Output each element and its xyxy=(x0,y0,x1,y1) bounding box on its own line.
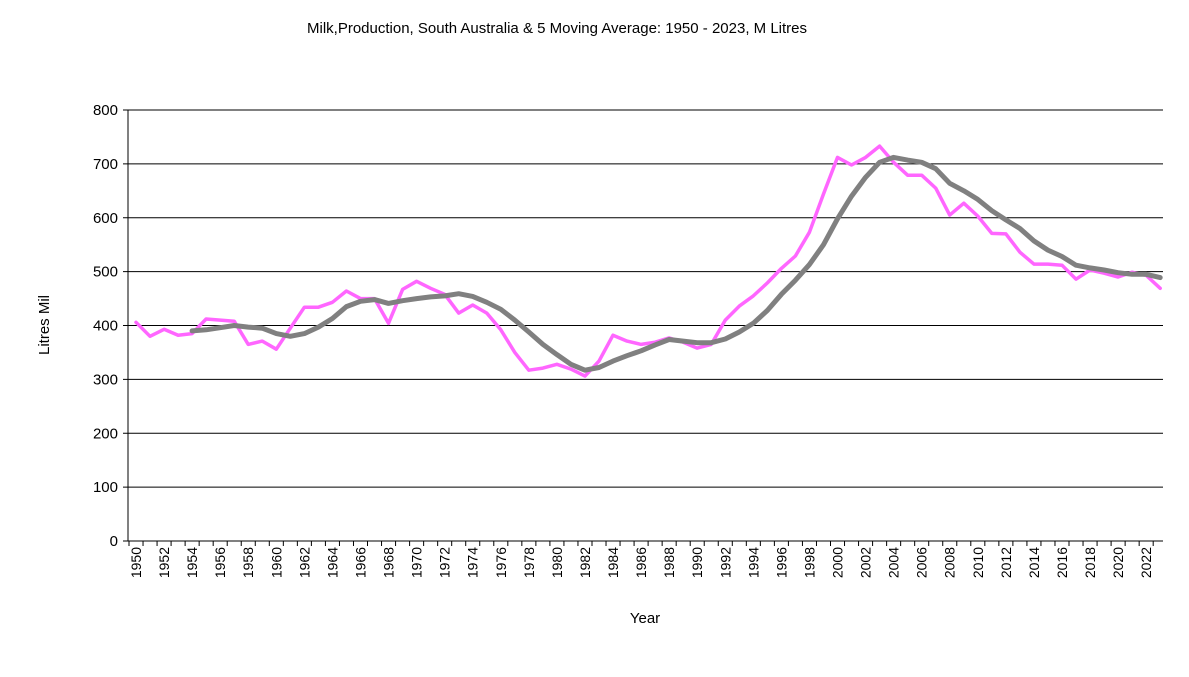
x-tick-label: 1998 xyxy=(801,547,817,578)
y-tick-label: 700 xyxy=(93,156,118,173)
x-tick-label: 1972 xyxy=(437,547,453,578)
series-line-moving-average xyxy=(192,157,1160,370)
x-tick-label: 2006 xyxy=(914,547,930,578)
y-tick-label: 200 xyxy=(93,425,118,442)
x-tick-label: 1960 xyxy=(268,547,284,578)
y-tick-label: 0 xyxy=(110,533,118,550)
x-axis-label: Year xyxy=(630,610,660,627)
x-tick-label: 2008 xyxy=(942,547,958,578)
y-tick-label: 600 xyxy=(93,210,118,227)
x-tick-label: 1958 xyxy=(240,547,256,578)
x-tick-label: 1986 xyxy=(633,547,649,578)
x-tick-label: 1968 xyxy=(381,547,397,578)
x-tick-label: 1978 xyxy=(521,547,537,578)
x-tick-label: 1982 xyxy=(577,547,593,578)
x-tick-label: 1970 xyxy=(409,547,425,578)
x-tick-label: 1994 xyxy=(745,547,761,578)
x-tick-label: 1990 xyxy=(689,547,705,578)
x-tick-label: 2018 xyxy=(1082,547,1098,578)
x-tick-label: 1988 xyxy=(661,547,677,578)
x-tick-label: 1962 xyxy=(296,547,312,578)
x-tick-label: 1976 xyxy=(493,547,509,578)
x-tick-label: 1950 xyxy=(128,547,144,578)
x-tick-label: 2014 xyxy=(1026,547,1042,578)
x-tick-label: 1952 xyxy=(156,547,172,578)
x-tick-label: 1964 xyxy=(324,547,340,578)
chart-title: Milk,Production, South Australia & 5 Mov… xyxy=(307,20,807,37)
x-tick-label: 1974 xyxy=(465,547,481,578)
x-tick-label: 1966 xyxy=(352,547,368,578)
y-tick-label: 400 xyxy=(93,318,118,335)
x-tick-label: 2010 xyxy=(970,547,986,578)
y-tick-label: 300 xyxy=(93,371,118,388)
x-tick-label: 1992 xyxy=(717,547,733,578)
x-tick-label: 1956 xyxy=(212,547,228,578)
x-tick-label: 2002 xyxy=(858,547,874,578)
x-tick-label: 1984 xyxy=(605,547,621,578)
x-tick-label: 2012 xyxy=(998,547,1014,578)
y-tick-label: 800 xyxy=(93,102,118,119)
x-tick-label: 1954 xyxy=(184,547,200,578)
x-tick-label: 2020 xyxy=(1110,547,1126,578)
x-tick-label: 1996 xyxy=(773,547,789,578)
y-tick-label: 500 xyxy=(93,264,118,281)
x-tick-label: 2000 xyxy=(830,547,846,578)
x-tick-label: 2022 xyxy=(1138,547,1154,578)
x-tick-label: 1980 xyxy=(549,547,565,578)
series-line-milk-production xyxy=(136,146,1160,376)
y-axis-label: Litres Mil xyxy=(36,295,53,355)
x-tick-label: 2004 xyxy=(886,547,902,578)
y-tick-label: 100 xyxy=(93,479,118,496)
x-tick-label: 2016 xyxy=(1054,547,1070,578)
